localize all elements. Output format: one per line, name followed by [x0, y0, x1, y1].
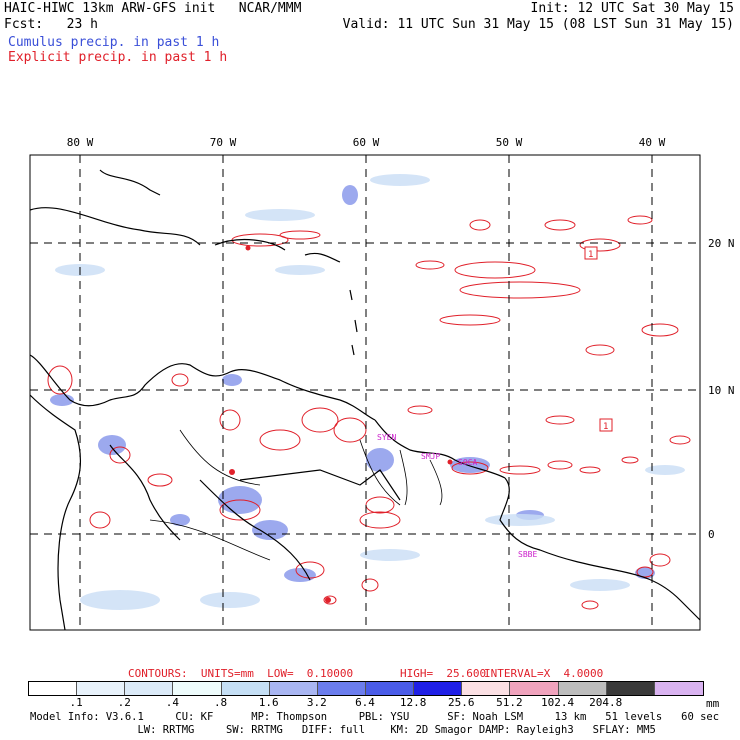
legend-tick-label: 25.6: [448, 696, 475, 709]
legend-color-cell: [414, 682, 463, 695]
legend-color-cell: [317, 682, 366, 695]
cumulus-precip-areas: [50, 185, 655, 582]
legend-color-cell: [221, 682, 270, 695]
legend-color-cell: [558, 682, 607, 695]
header-forecast-hour: Fcst: 23 h: [4, 17, 98, 32]
lon-label: 60 W: [353, 136, 380, 149]
contour-high: HIGH= 25.600: [400, 667, 487, 680]
station-label: SOCA: [458, 458, 477, 467]
explicit-precip-label: Explicit precip. in past 1 h: [8, 50, 228, 65]
legend-tick-label: 3.2: [306, 696, 327, 709]
legend-unit: mm: [706, 697, 720, 710]
lon-label: 40 W: [639, 136, 666, 149]
legend-tick-label: .2: [117, 696, 131, 709]
legend-tick-label: 6.4: [355, 696, 375, 709]
legend-tick-label: 1.6: [258, 696, 279, 709]
lat-label: 20 N: [708, 237, 735, 250]
contour-value-box: 1: [584, 246, 598, 260]
legend-tick-label: 51.2: [496, 696, 523, 709]
lon-label: 70 W: [210, 136, 237, 149]
legend-color-cell: [365, 682, 415, 695]
lat-label: 10 N: [708, 384, 735, 397]
legend-tick-label: 204.8: [589, 696, 623, 709]
legend-tick-label: .1: [69, 696, 83, 709]
header-valid-time: Valid: 11 UTC Sun 31 May 15 (08 LST Sun …: [342, 17, 734, 32]
lat-lon-grid: [30, 155, 700, 630]
model-info-line1: Model Info: V3.6.1 CU: KF MP: Thompson P…: [30, 711, 720, 723]
legend-color-cell: [125, 682, 174, 695]
contour-interval: INTERVAL=X 4.0000: [484, 667, 604, 680]
legend-color-cell: [29, 682, 78, 695]
legend-tick-label: .4: [165, 696, 180, 709]
legend-color-cell: [173, 682, 222, 695]
color-legend: [28, 681, 704, 696]
legend-color-cell: [269, 682, 318, 695]
map-frame: [29, 154, 701, 631]
legend-tick-label: 102.4: [541, 696, 575, 709]
coastlines: [29, 169, 701, 631]
model-info-line2: LW: RRTMG SW: RRTMG DIFF: full KM: 2D Sm…: [30, 724, 656, 736]
header-title: HAIC-HIWC 13km ARW-GFS init NCAR/MMM: [4, 1, 302, 16]
legend-color-cell: [654, 682, 703, 695]
explicit-precip-cores: [229, 245, 453, 603]
cumulus-precip-label: Cumulus precip. in past 1 h: [8, 35, 220, 50]
lon-label: 50 W: [496, 136, 523, 149]
cumulus-precip-light: [55, 174, 685, 610]
legend-tick-label: .8: [213, 696, 228, 709]
explicit-precip-contours: [47, 215, 691, 610]
station-label: SBBE: [518, 550, 537, 559]
contour-value: 1: [603, 422, 608, 432]
contour-value-box: 1: [599, 418, 613, 432]
legend-color-cell: [77, 682, 126, 695]
legend-color-cell: [462, 682, 511, 695]
legend-color-cell: [510, 682, 559, 695]
legend-tick-label: 12.8: [399, 696, 427, 709]
station-label: SYEN: [377, 433, 396, 442]
contour-value: 1: [588, 250, 593, 260]
contour-units-low: CONTOURS: UNITS=mm LOW= 0.10000: [128, 667, 354, 680]
header-init-time: Init: 12 UTC Sat 30 May 15: [530, 1, 735, 16]
station-label: SMJP: [421, 452, 440, 461]
lon-label: 80 W: [67, 136, 94, 149]
borders: [149, 429, 443, 561]
lat-label: 0: [708, 528, 715, 541]
legend-color-cell: [606, 682, 655, 695]
